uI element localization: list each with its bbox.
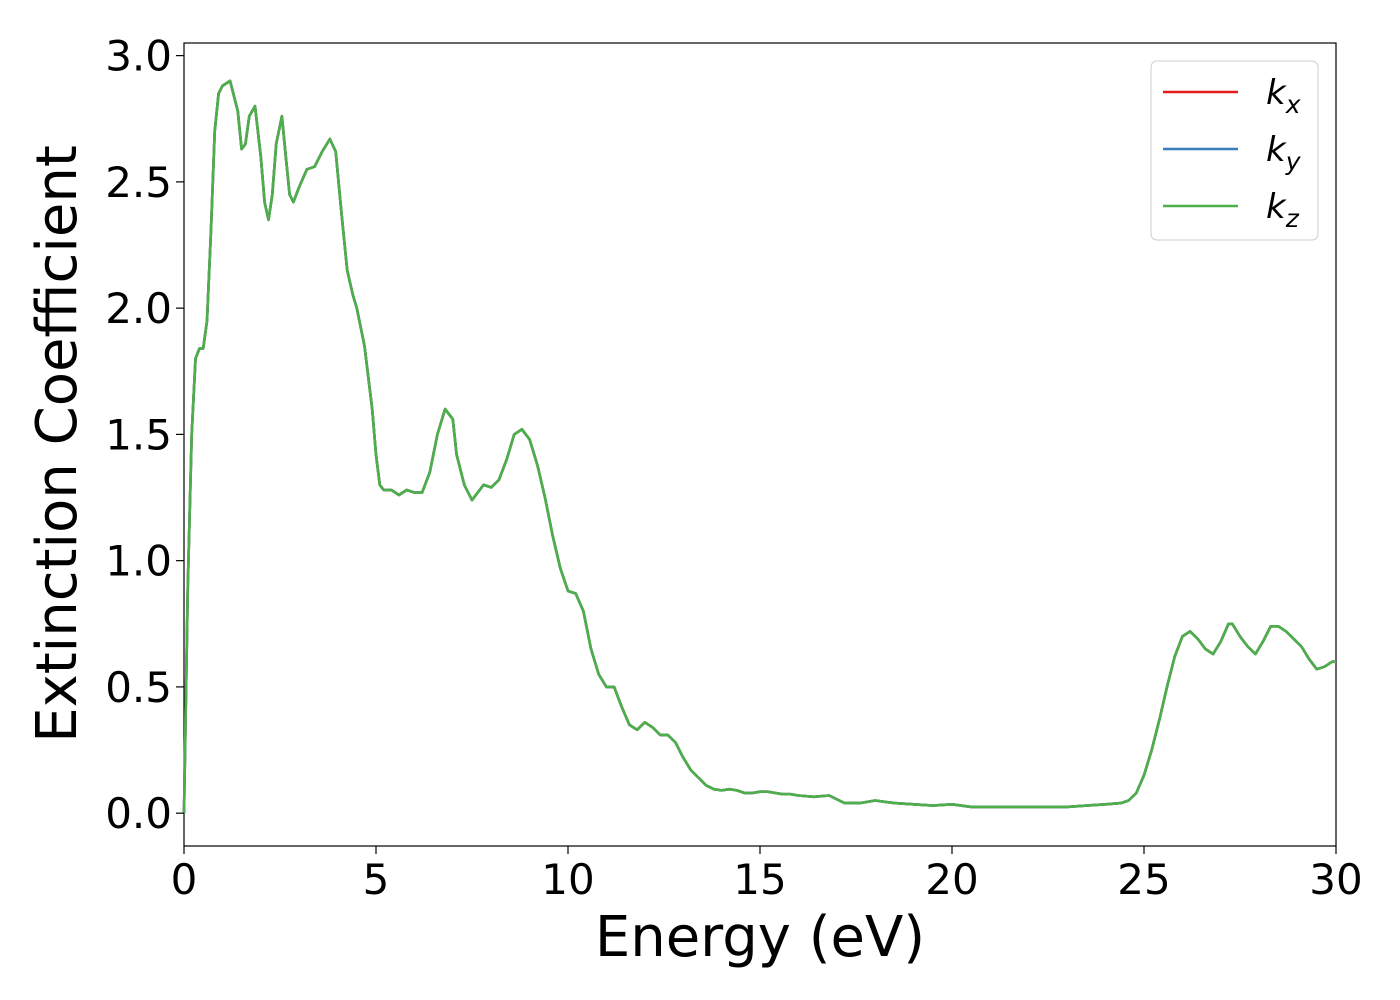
y-axis-ticks: 0.0 0.5 1.0 1.5 2.0 2.5 3.0: [105, 32, 184, 838]
plot-area: [182, 42, 1337, 847]
legend-frame: [1150, 60, 1319, 241]
legend-label: kz: [1266, 187, 1300, 233]
y-tick-label: 1.0: [105, 537, 172, 586]
series-lines: [182, 79, 1336, 814]
x-tick-label: 25: [1117, 855, 1170, 904]
y-tick-label: 0.0: [105, 789, 172, 838]
y-tick-label: 2.5: [105, 158, 172, 207]
legend-label-subscript: z: [1285, 204, 1300, 233]
y-tick-label: 0.5: [105, 663, 172, 712]
x-tick-label: 0: [171, 855, 198, 904]
legend-label: kx: [1266, 73, 1301, 119]
series-line-kz: [182, 79, 1336, 814]
x-tick-label: 15: [733, 855, 786, 904]
legend-label-subscript: x: [1285, 90, 1301, 119]
y-axis-label: Extinction Coefficient: [25, 145, 90, 743]
legend-label: ky: [1266, 130, 1302, 176]
x-tick-label: 5: [363, 855, 390, 904]
legend-label-base: k: [1266, 187, 1287, 227]
y-tick-label: 1.5: [105, 410, 172, 459]
x-tick-label: 10: [541, 855, 594, 904]
y-tick-label: 3.0: [105, 32, 172, 81]
x-axis-ticks: 0 5 10 15 20 25 30: [171, 846, 1363, 904]
legend-label-base: k: [1266, 130, 1287, 170]
x-tick-label: 30: [1309, 855, 1362, 904]
legend-label-subscript: y: [1285, 147, 1302, 176]
y-tick-label: 2.0: [105, 284, 172, 333]
x-tick-label: 20: [925, 855, 978, 904]
legend-label-base: k: [1266, 73, 1287, 113]
x-axis-label: Energy (eV): [595, 905, 925, 970]
